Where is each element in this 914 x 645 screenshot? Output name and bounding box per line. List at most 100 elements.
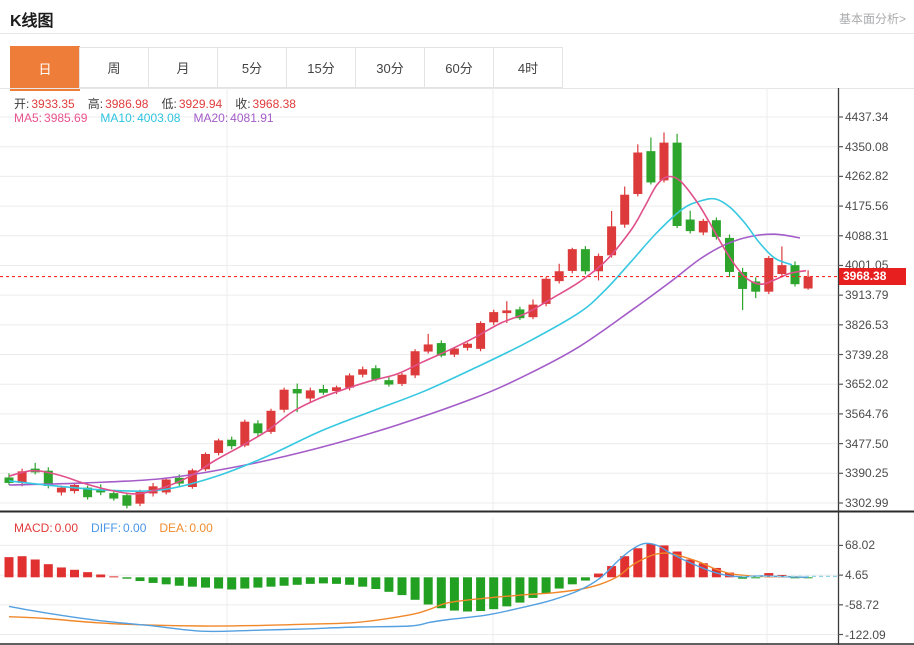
legend-item: MA5: 3985.69 bbox=[14, 111, 88, 125]
tab-week[interactable]: 周 bbox=[79, 47, 149, 88]
candle-down bbox=[646, 151, 656, 183]
macd-bar-down bbox=[476, 577, 486, 612]
tab-5min[interactable]: 5分 bbox=[217, 47, 287, 88]
diff-line bbox=[8, 542, 809, 633]
candle-up bbox=[279, 389, 289, 410]
y-axis-label: 3302.99 bbox=[845, 496, 889, 510]
legend-item: MACD: 0.00 bbox=[14, 521, 79, 535]
candle-down bbox=[371, 368, 381, 380]
tab-day[interactable]: 日 bbox=[10, 46, 80, 91]
candle-up bbox=[777, 265, 787, 274]
candle-up bbox=[332, 387, 341, 392]
candle-down bbox=[725, 237, 734, 272]
macd-bar-up bbox=[672, 551, 682, 578]
period-tabbar: 日周月 5分 15分 30分 60分 4时 bbox=[10, 46, 563, 91]
ma10-line bbox=[8, 197, 793, 492]
candle-up bbox=[803, 276, 813, 289]
tab-60min[interactable]: 60分 bbox=[424, 47, 494, 88]
macd-bar-up bbox=[685, 559, 695, 578]
macd-bar-up bbox=[633, 548, 643, 578]
y-axis-label: 4175.56 bbox=[845, 199, 889, 214]
y-axis-label: 3652.02 bbox=[845, 377, 889, 392]
macd-bar-down bbox=[122, 577, 132, 579]
tab-4hour[interactable]: 4时 bbox=[493, 47, 563, 88]
last-price-badge: 3968.38 bbox=[839, 268, 906, 286]
macd-bar-down bbox=[541, 577, 551, 594]
macd-bar-up bbox=[764, 573, 774, 578]
macd-bar-up bbox=[698, 563, 708, 578]
y-axis-label: 4088.31 bbox=[845, 228, 889, 243]
macd-bar-down bbox=[201, 577, 210, 588]
legend-item: MA20: 4081.91 bbox=[193, 111, 274, 125]
y-axis-label: -58.72 bbox=[845, 597, 880, 612]
tab-15min[interactable]: 15分 bbox=[286, 47, 356, 88]
candle-down bbox=[580, 249, 590, 272]
macd-bar-down bbox=[790, 577, 800, 579]
candle-down bbox=[436, 343, 446, 356]
macd-bar-down bbox=[345, 577, 355, 585]
macd-bar-up bbox=[17, 556, 27, 578]
candle-down bbox=[122, 495, 132, 506]
candle-up bbox=[659, 142, 669, 181]
macd-bar-down bbox=[266, 577, 276, 587]
fundamental-analysis-link[interactable]: 基本面分析> bbox=[838, 12, 906, 26]
candle-up bbox=[567, 249, 577, 271]
candle-down bbox=[738, 271, 748, 289]
y-axis-label: 4350.08 bbox=[845, 139, 889, 154]
macd-bar-down bbox=[489, 577, 499, 610]
macd-bar-down bbox=[515, 577, 525, 603]
candlestick-chart bbox=[0, 88, 914, 517]
tab-30min[interactable]: 30分 bbox=[355, 47, 425, 88]
candle-up bbox=[620, 194, 630, 225]
macd-bar-up bbox=[30, 559, 40, 578]
legend-item: 低: 3929.94 bbox=[161, 97, 223, 111]
candle-down bbox=[672, 142, 682, 227]
y-axis-label: 3739.28 bbox=[845, 347, 889, 362]
candle-up bbox=[397, 374, 407, 384]
macd-bar-up bbox=[96, 574, 106, 578]
macd-bar-down bbox=[358, 577, 368, 587]
macd-bar-up bbox=[607, 566, 617, 578]
macd-bar-down bbox=[279, 577, 289, 586]
macd-bar-down bbox=[738, 577, 748, 579]
macd-bar-down bbox=[187, 577, 197, 587]
y-axis-label: 4.65 bbox=[845, 568, 869, 583]
y-axis-label: 3826.53 bbox=[845, 317, 889, 332]
tab-month[interactable]: 月 bbox=[148, 47, 218, 88]
candle-down bbox=[253, 423, 263, 434]
macd-bar-up bbox=[620, 556, 630, 578]
macd-bar-down bbox=[148, 577, 158, 583]
candle-up bbox=[410, 351, 420, 376]
macd-bar-up bbox=[83, 572, 93, 578]
candle-up bbox=[266, 410, 276, 432]
tabbar-underline bbox=[0, 88, 914, 89]
candle-down bbox=[790, 265, 800, 285]
ma5-line bbox=[8, 175, 807, 495]
candle-up bbox=[463, 343, 472, 348]
macd-bar-down bbox=[135, 577, 145, 582]
y-axis-label: 4262.82 bbox=[845, 169, 889, 184]
candle-down bbox=[4, 477, 14, 483]
candle-down bbox=[109, 493, 119, 499]
macd-bar-down bbox=[253, 577, 263, 588]
candle-down bbox=[515, 309, 525, 319]
candle-up bbox=[135, 491, 145, 504]
candle-down bbox=[227, 439, 237, 447]
macd-bar-down bbox=[463, 577, 472, 612]
macd-bar-up bbox=[594, 573, 603, 578]
macd-bar-down bbox=[384, 577, 394, 592]
macd-bar-down bbox=[751, 577, 761, 579]
macd-chart bbox=[0, 517, 914, 645]
macd-bar-down bbox=[318, 577, 328, 584]
macd-bar-down bbox=[567, 577, 577, 585]
macd-bar-down bbox=[449, 577, 459, 611]
macd-bar-down bbox=[528, 577, 538, 598]
macd-bar-down bbox=[292, 577, 302, 585]
dea-line bbox=[8, 552, 809, 627]
macd-bar-up bbox=[646, 544, 656, 578]
y-axis-label: 4437.34 bbox=[845, 110, 889, 124]
candle-up bbox=[358, 369, 368, 375]
legend-item: DEA: 0.00 bbox=[159, 521, 213, 535]
macd-bar-up bbox=[725, 572, 734, 578]
macd-bar-down bbox=[227, 577, 237, 590]
